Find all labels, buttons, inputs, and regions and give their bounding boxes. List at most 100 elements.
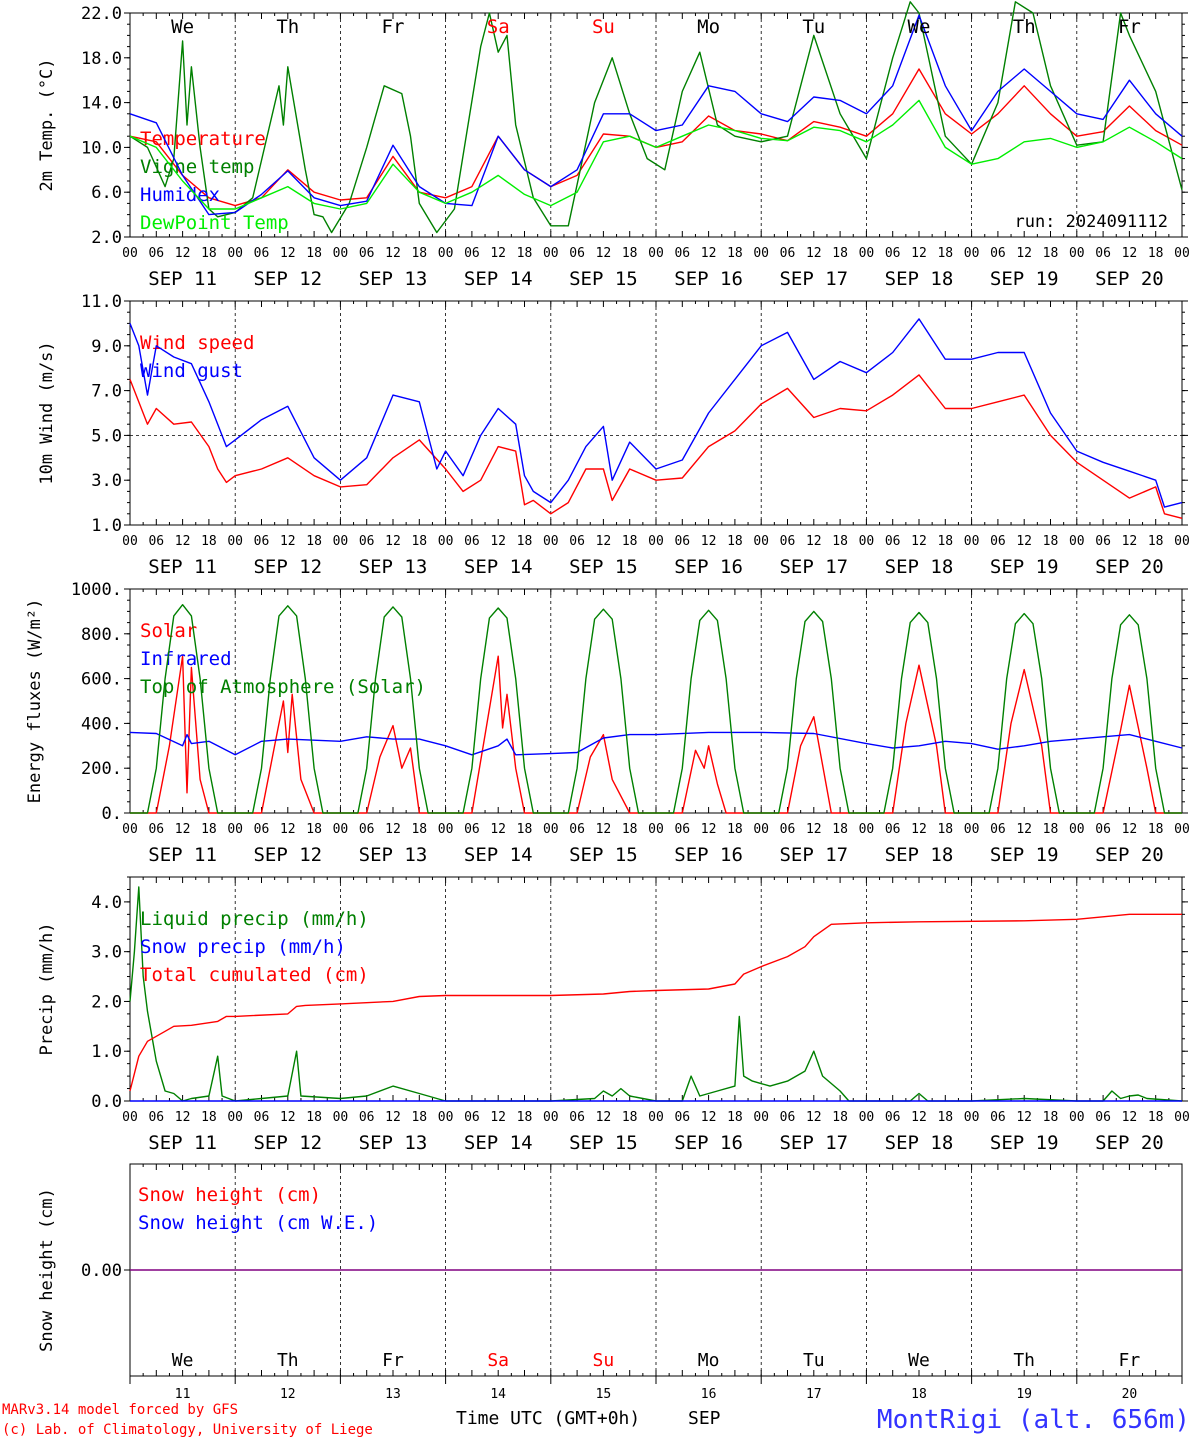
x-date-label: SEP 19 (990, 1132, 1059, 1154)
x-hour-label: 18 (201, 246, 217, 261)
weekday-label: Th (1013, 16, 1036, 38)
x-hour-label: 12 (280, 246, 296, 261)
x-hour-label: 12 (175, 534, 191, 549)
weekday-label: We (172, 1350, 194, 1371)
x-hour-label: 12 (1016, 822, 1032, 837)
x-hour-label: 18 (411, 1110, 427, 1125)
x-hour-label: 12 (701, 534, 717, 549)
x-hour-label: 18 (727, 246, 743, 261)
x-hour-label: 12 (806, 534, 822, 549)
x-hour-label: 06 (885, 534, 901, 549)
x-hour-label: 18 (1148, 534, 1164, 549)
x-hour-label: 12 (596, 822, 612, 837)
x-date-label: SEP 17 (779, 556, 848, 578)
legend-entry: Infrared (140, 648, 232, 670)
x-date-label: SEP 17 (779, 844, 848, 866)
y-tick-label: 5.0 (91, 426, 122, 446)
y-tick-label: 2.0 (91, 228, 122, 248)
x-hour-label: 18 (1148, 822, 1164, 837)
x-hour-label: 18 (1043, 246, 1059, 261)
x-hour-label: 06 (885, 246, 901, 261)
x-hour-label: 06 (990, 822, 1006, 837)
x-hour-label: 06 (780, 534, 796, 549)
x-hour-label: 12 (596, 534, 612, 549)
x-hour-label: 06 (359, 1110, 375, 1125)
x-hour-label: 06 (569, 822, 585, 837)
lab-credit: (c) Lab. of Climatology, University of L… (2, 1422, 373, 1438)
legend-entry: Wind speed (140, 332, 254, 354)
x-hour-label: 12 (911, 534, 927, 549)
x-hour-label: 00 (543, 1110, 559, 1125)
day-number-label: 12 (280, 1387, 296, 1402)
x-hour-label: 18 (832, 1110, 848, 1125)
x-hour-label: 18 (1043, 1110, 1059, 1125)
x-hour-label: 00 (333, 246, 349, 261)
day-number-label: 18 (911, 1387, 927, 1402)
x-hour-label: 12 (911, 1110, 927, 1125)
legend-entry: Snow height (cm W.E.) (138, 1212, 378, 1234)
x-hour-label: 06 (780, 1110, 796, 1125)
x-hour-label: 12 (701, 246, 717, 261)
panel-4: 0.0 1.0 2.0 3.0 4.0 Precip (mm/h) 00 06 12 18 00 06… (37, 876, 1190, 1154)
x-date-label: SEP 20 (1095, 1132, 1164, 1154)
y-axis-label: Energy fluxes (W/m²) (25, 599, 45, 804)
x-hour-label: 00 (333, 822, 349, 837)
x-hour-label: 18 (411, 534, 427, 549)
x-hour-label: 06 (885, 822, 901, 837)
x-hour-label: 18 (201, 1110, 217, 1125)
x-date-label: SEP 13 (359, 268, 428, 290)
legend-entry: Top of Atmosphere (Solar) (140, 676, 426, 698)
x-hour-label: 00 (438, 1110, 454, 1125)
weekday-label: Fr (1118, 16, 1141, 38)
weekday-label: Tu (803, 1350, 825, 1371)
weekday-label: We (908, 1350, 930, 1371)
weekday-label: Mo (698, 1350, 720, 1371)
series-line (129, 374, 1183, 519)
x-date-label: SEP 11 (148, 1132, 217, 1154)
x-hour-label: 06 (254, 246, 270, 261)
x-date-label: SEP 18 (885, 1132, 954, 1154)
series-line (130, 655, 1182, 814)
x-date-label: SEP 16 (674, 556, 743, 578)
x-date-label: SEP 17 (779, 1132, 848, 1154)
x-hour-label: 00 (543, 246, 559, 261)
x-hour-label: 06 (780, 822, 796, 837)
x-hour-label: 18 (727, 822, 743, 837)
x-hour-label: 18 (1043, 534, 1059, 549)
x-hour-label: 06 (254, 534, 270, 549)
x-hour-label: 06 (1095, 1110, 1111, 1125)
legend-entry: Wind gust (140, 360, 243, 382)
x-hour-label: 12 (596, 1110, 612, 1125)
x-hour-label: 12 (385, 534, 401, 549)
x-hour-label: 00 (753, 534, 769, 549)
weekday-label: Tu (802, 16, 825, 38)
legend-entry: Vigne temp (140, 156, 254, 178)
x-axis-month: SEP (688, 1408, 721, 1429)
x-date-label: SEP 17 (779, 268, 848, 290)
x-hour-label: 00 (227, 246, 243, 261)
x-hour-label: 06 (148, 534, 164, 549)
x-hour-label: 12 (385, 822, 401, 837)
x-hour-label: 18 (411, 822, 427, 837)
x-date-label: SEP 18 (885, 268, 954, 290)
x-hour-label: 00 (648, 822, 664, 837)
y-tick-label: 200. (81, 759, 122, 779)
x-date-label: SEP 19 (990, 844, 1059, 866)
weekday-label: Th (1013, 1350, 1035, 1371)
x-hour-label: 00 (1174, 534, 1190, 549)
y-tick-label: 4.0 (91, 893, 122, 913)
day-number-label: 19 (1016, 1387, 1032, 1402)
y-tick-label: 2.0 (91, 992, 122, 1012)
x-hour-label: 00 (122, 534, 138, 549)
panel-5: 0.00 Snow height (cm) Snow height (cm) Snow… (37, 1163, 1183, 1377)
y-tick-label: 7.0 (91, 382, 122, 402)
day-number-label: 15 (596, 1387, 612, 1402)
weekday-label: Su (593, 1350, 615, 1371)
x-date-label: SEP 14 (464, 844, 533, 866)
x-hour-label: 00 (753, 822, 769, 837)
legend-entry: Snow height (cm) (138, 1184, 321, 1206)
x-hour-label: 06 (148, 246, 164, 261)
day-number-label: 17 (806, 1387, 822, 1402)
y-tick-label: 600. (81, 670, 122, 690)
